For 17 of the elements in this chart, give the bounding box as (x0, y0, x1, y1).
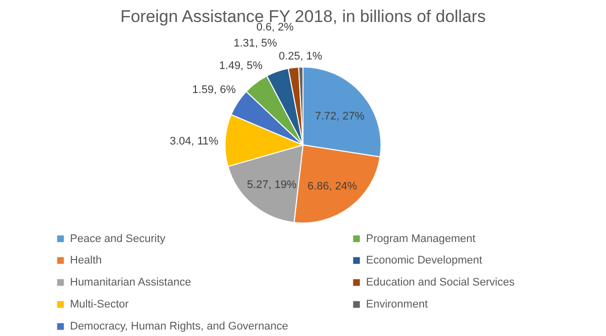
data-label: 0.25, 1% (278, 50, 322, 62)
data-label: 1.49, 5% (219, 60, 263, 72)
legend-label: Humanitarian Assistance (70, 276, 192, 288)
legend-label: Peace and Security (70, 232, 166, 245)
legend-label: Economic Development (366, 254, 482, 266)
legend-label: Program Management (366, 232, 476, 245)
data-label: 1.31, 5% (234, 37, 278, 50)
legend-label: Education and Social Services (366, 276, 516, 288)
legend-label: Multi-Sector (70, 298, 130, 310)
data-label: 3.04, 11% (170, 135, 219, 148)
data-label: 5.27, 19% (246, 178, 297, 191)
legend-label: Health (70, 254, 102, 266)
legend-label: Environment (366, 298, 428, 310)
legend-label: Democracy, Human Rights, and Governance (70, 320, 288, 332)
data-label: 1.59, 6% (192, 84, 236, 96)
data-label: 7.72, 27% (314, 110, 365, 123)
data-label: 6.86, 24% (308, 180, 358, 192)
